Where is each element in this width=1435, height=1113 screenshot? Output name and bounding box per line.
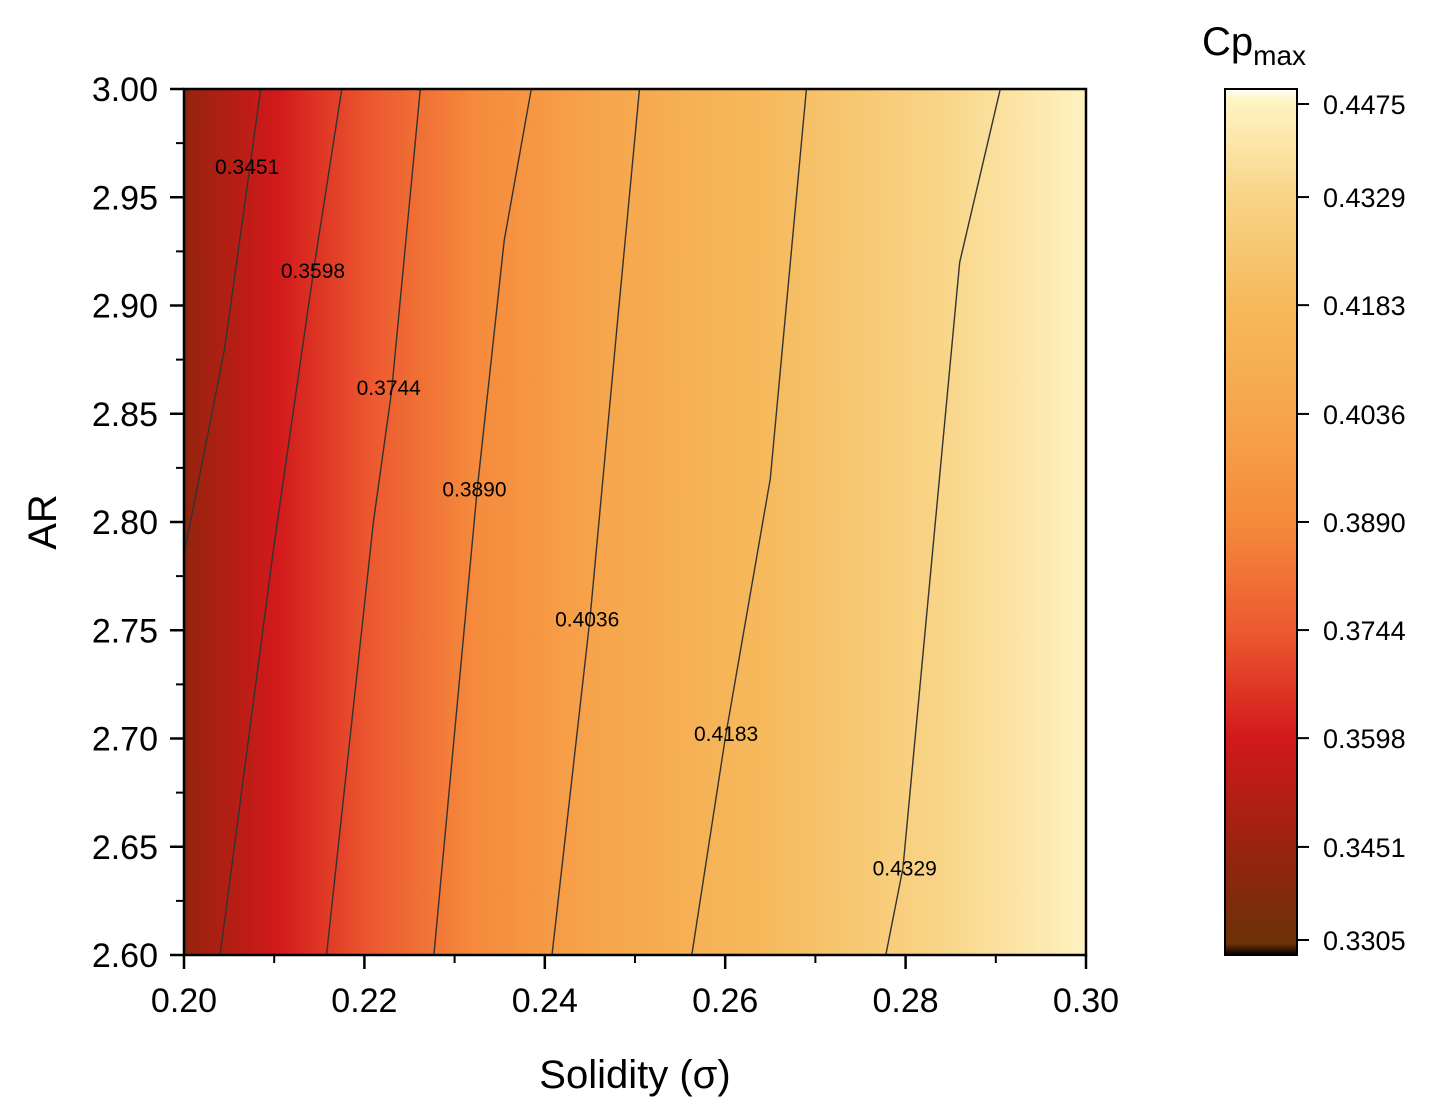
plot-area: 0.3451 0.3598 0.3744 0.3890 0.4036 0.4183 0.43… [182, 87, 1088, 957]
colorbar-tick-label: 0.3598 [1323, 724, 1406, 754]
colorbar-title: Cpmax [1202, 20, 1306, 71]
contour-label: 0.3451 [215, 156, 279, 179]
colorbar-tick-label: 0.4329 [1323, 183, 1406, 213]
x-axis-title: Solidity (σ) [539, 1053, 730, 1097]
y-tick-label: 3.00 [92, 71, 158, 109]
contour-labels: 0.3451 0.3598 0.3744 0.3890 0.4036 0.4183 0.43… [215, 156, 937, 880]
colorbar-tick-label: 0.3744 [1323, 616, 1406, 646]
x-tick-label: 0.22 [331, 982, 397, 1020]
y-tick-label: 2.60 [92, 937, 158, 975]
colorbar-tick-label: 0.4183 [1323, 291, 1406, 321]
x-tick-label: 0.28 [873, 982, 939, 1020]
contour-label: 0.4183 [694, 723, 758, 746]
contour-line [325, 89, 421, 955]
y-tick-label: 2.75 [92, 612, 158, 650]
x-tick-label: 0.30 [1053, 982, 1119, 1020]
y-tick-label: 2.95 [92, 179, 158, 217]
contour-line [885, 89, 1001, 955]
colorbar-tick-label: 0.3305 [1323, 926, 1406, 956]
colorbar: Cpmax 0.3305 0.3451 0.3598 0.3744 0.3890 0.40… [1202, 20, 1406, 956]
contour-label: 0.3744 [357, 377, 422, 400]
x-tick-label: 0.20 [151, 982, 217, 1020]
y-axis: 2.60 2.65 2.70 2.75 2.80 2.85 2.90 2.95 3.00 [92, 71, 184, 975]
contour-label: 0.4036 [555, 608, 619, 631]
colorbar-tick-label: 0.3451 [1323, 833, 1406, 863]
y-tick-label: 2.80 [92, 504, 158, 542]
x-tick-label: 0.26 [692, 982, 758, 1020]
colorbar-ticks: 0.3305 0.3451 0.3598 0.3744 0.3890 0.4036 0.41… [1297, 90, 1406, 956]
contour-label: 0.4329 [873, 857, 937, 880]
x-tick-label: 0.24 [512, 982, 578, 1020]
contour-line [551, 89, 641, 955]
contour-label: 0.3598 [281, 260, 345, 283]
contour-line [219, 89, 343, 955]
colorbar-title-sub: max [1253, 40, 1306, 71]
y-tick-label: 2.70 [92, 721, 158, 759]
x-axis: 0.20 0.22 0.24 0.26 0.28 0.30 [151, 955, 1119, 1020]
y-tick-label: 2.90 [92, 288, 158, 326]
colorbar-title-main: Cp [1202, 20, 1253, 64]
contour-fill [184, 89, 1086, 955]
contour-line [433, 89, 532, 955]
contour-line [691, 89, 808, 955]
colorbar-tick-label: 0.3890 [1323, 508, 1406, 538]
y-tick-label: 2.65 [92, 829, 158, 867]
y-tick-label: 2.85 [92, 396, 158, 434]
colorbar-tick-label: 0.4036 [1323, 400, 1406, 430]
colorbar-tick-label: 0.4475 [1323, 90, 1406, 120]
colorbar-bar [1224, 88, 1298, 956]
contour-label: 0.3890 [442, 479, 506, 502]
y-axis-title: AR [21, 494, 65, 550]
contour-lines [184, 89, 1001, 955]
contour-line [184, 89, 262, 555]
